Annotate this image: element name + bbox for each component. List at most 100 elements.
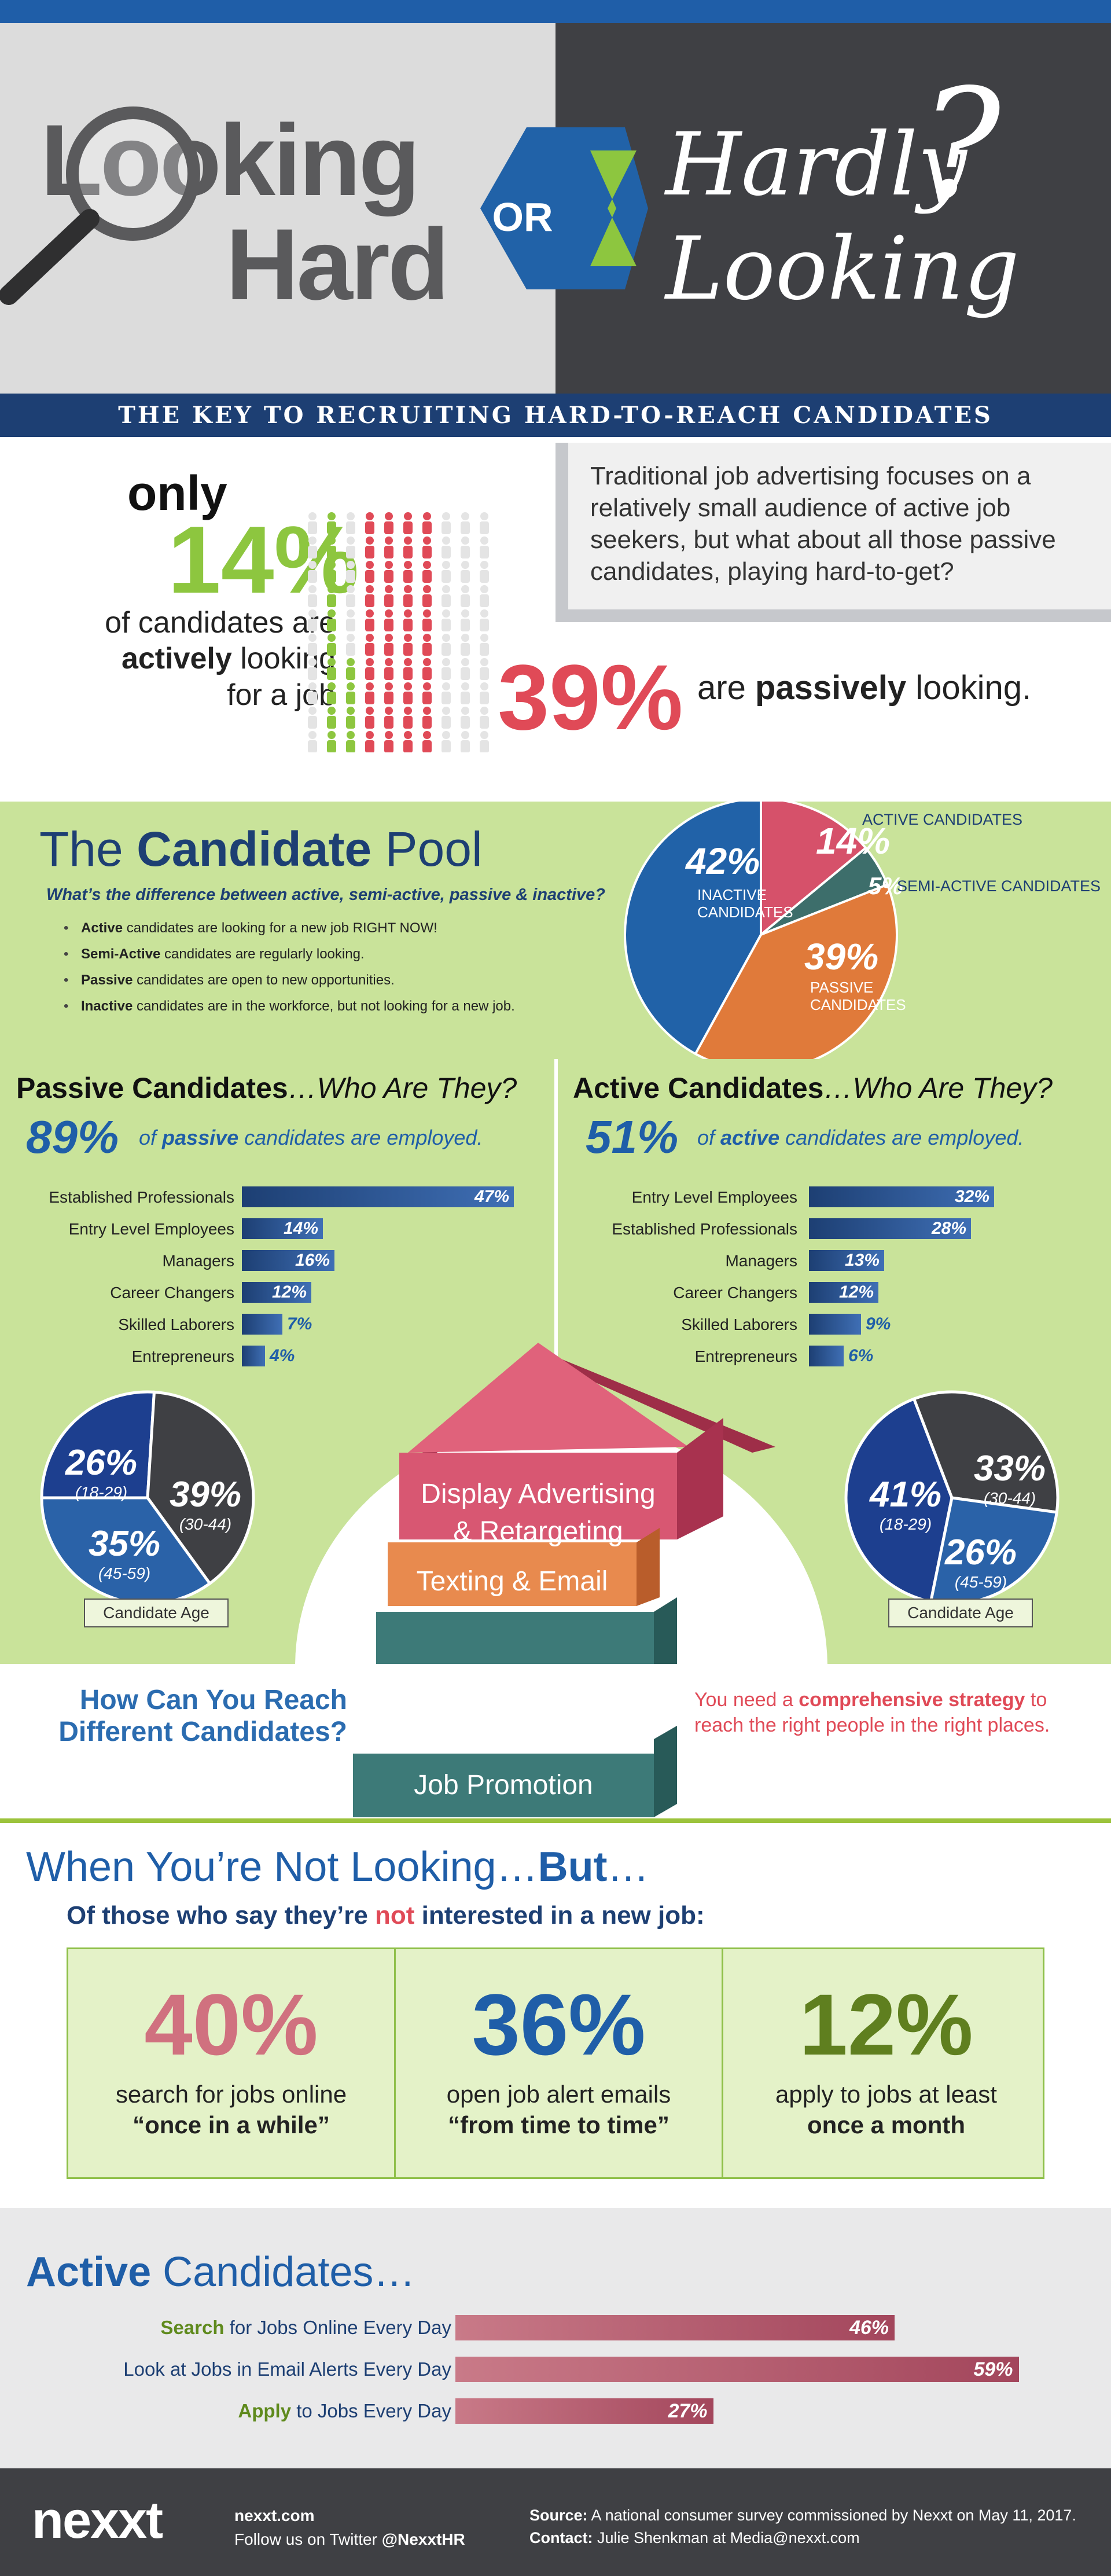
person-icon — [346, 585, 355, 607]
person-icon — [461, 682, 470, 704]
nl-title-bold: But — [538, 1844, 608, 1890]
person-icon — [327, 707, 336, 729]
bar-category-label: Entry Level Employees — [68, 1220, 234, 1238]
bar-value-label: 14% — [283, 1219, 318, 1238]
person-icon — [346, 731, 355, 752]
person-icon — [461, 609, 470, 631]
person-icon — [480, 707, 489, 729]
pie-slice — [844, 1397, 954, 1604]
person-icon — [403, 512, 413, 534]
active-daily-label: Apply to Jobs Every Day — [35, 2398, 451, 2424]
person-icon — [327, 536, 336, 558]
definition-item: Inactive candidates are in the workforce… — [64, 998, 515, 1015]
person-icon — [422, 585, 432, 607]
person-icon — [442, 609, 451, 631]
employed-pre: of — [139, 1126, 163, 1149]
definition-term: Inactive — [81, 998, 133, 1014]
person-icon — [422, 536, 432, 558]
only-text: only — [127, 466, 227, 520]
looking-word: looking — [231, 642, 336, 676]
pie-category-label: (30-44) — [984, 1489, 1036, 1507]
stat-card: 40% search for jobs online “once in a whi… — [68, 1949, 394, 2177]
passively-word: passively — [755, 669, 907, 707]
intro-stats: only 14% of candidates are actively look… — [0, 437, 1111, 802]
level-texting: Texting & Email — [416, 1566, 608, 1597]
person-icon — [403, 731, 413, 752]
active-heading: Active Candidates…Who Are They? — [573, 1074, 1053, 1103]
pie-slice — [912, 1390, 1060, 1514]
bar — [242, 1314, 282, 1335]
active-description: of candidates are actively looking for a… — [58, 605, 336, 713]
contact-email[interactable]: Julie Shenkman at Media@nexxt.com — [593, 2529, 860, 2547]
bar-value-label: 46% — [849, 2317, 889, 2339]
bar-category-label: Career Changers — [673, 1284, 797, 1302]
person-icon — [365, 731, 374, 752]
bar-value-label: 32% — [954, 1187, 989, 1206]
pie-category-label: INACTIVE CANDIDATES — [697, 886, 793, 921]
bar — [809, 1186, 994, 1207]
pie-category-label: (30-44) — [179, 1515, 231, 1533]
employed-bold: passive — [162, 1126, 239, 1149]
bar — [809, 1218, 971, 1239]
person-icon — [327, 731, 336, 752]
pool-title-post: Pool — [371, 822, 483, 876]
pool-title: The Candidate Pool — [39, 825, 483, 873]
pool-subtitle: What’s the difference between active, se… — [46, 885, 605, 904]
pool-definitions: Active candidates are looking for a new … — [64, 920, 515, 1024]
person-icon — [442, 512, 451, 534]
active-heading-italic: …Who Are They? — [823, 1072, 1053, 1104]
passive-employed-text: of passive candidates are employed. — [139, 1127, 483, 1148]
ad-label-bold: Apply — [238, 2400, 292, 2421]
nl-title-pre: When You’re Not Looking… — [26, 1844, 538, 1890]
nl-sub-red: not — [375, 1901, 415, 1930]
bar — [242, 1186, 514, 1207]
ad-title-bold: Active — [26, 2249, 152, 2295]
person-icon — [461, 634, 470, 656]
nexxt-logo: nexxt — [32, 2492, 163, 2549]
definition-text: candidates are open to new opportunities… — [133, 972, 395, 988]
bar-category-label: Established Professionals — [49, 1188, 234, 1206]
pie-category-label: (45-59) — [98, 1564, 150, 1582]
person-icon — [442, 682, 451, 704]
definition-item: Active candidates are looking for a new … — [64, 920, 515, 936]
pie-category-label: (45-59) — [955, 1573, 1007, 1591]
job-promotion-side — [654, 1725, 677, 1817]
person-icon — [384, 585, 393, 607]
employed-post: candidates are employed. — [238, 1126, 483, 1149]
person-icon — [308, 731, 317, 752]
bar-value-label: 6% — [848, 1346, 874, 1365]
person-icon — [327, 585, 336, 607]
footer-twitter-link[interactable]: @NexxtHR — [381, 2530, 465, 2548]
person-icon — [327, 634, 336, 656]
definition-text: candidates are in the workforce, but not… — [133, 998, 515, 1014]
active-daily-label: Look at Jobs in Email Alerts Every Day — [35, 2357, 451, 2382]
person-icon — [365, 707, 374, 729]
question-mark: ? — [920, 57, 1001, 232]
bar-value-label: 7% — [287, 1314, 312, 1333]
level-display-line1: Display Advertising — [421, 1479, 656, 1509]
pie-slice — [624, 802, 762, 1056]
people-grid — [308, 512, 489, 752]
person-icon — [308, 682, 317, 704]
person-icon — [403, 609, 413, 631]
ad-label-rest: Look at Jobs in Email Alerts Every Day — [123, 2358, 451, 2380]
ad-label-rest: to Jobs Every Day — [291, 2400, 451, 2421]
or-label: OR — [492, 194, 553, 240]
pie-value-label: 42% — [685, 840, 760, 882]
who-are-they: Passive Candidates…Who Are They? 89% of … — [0, 1059, 1111, 1664]
footer-site-link[interactable]: nexxt.com — [234, 2507, 315, 2524]
ad-title-rest: Candidates… — [151, 2249, 415, 2295]
stat-card: 12% apply to jobs at least once a month — [723, 1949, 1049, 2177]
person-icon — [308, 609, 317, 631]
definition-text: candidates are regularly looking. — [160, 946, 365, 962]
bar — [455, 2357, 1019, 2382]
person-icon — [442, 585, 451, 607]
stat-card: 36% open job alert emails “from time to t… — [396, 1949, 722, 2177]
definition-item: Semi-Active candidates are regularly loo… — [64, 946, 515, 962]
pie-value-label: 26% — [65, 1443, 137, 1483]
bar — [455, 2398, 713, 2424]
source-label: Source: — [529, 2507, 588, 2524]
bar-category-label: Skilled Laborers — [681, 1315, 797, 1333]
hero-hardly-text: Hardly — [665, 115, 967, 215]
person-icon — [461, 536, 470, 558]
